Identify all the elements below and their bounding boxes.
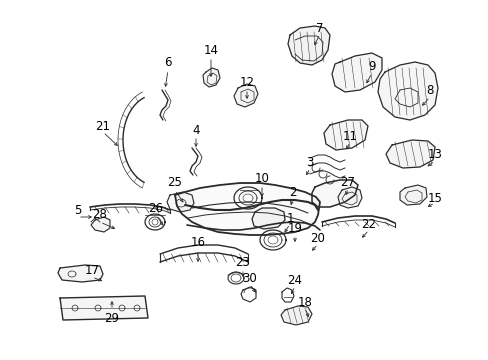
Text: 11: 11 xyxy=(342,130,357,143)
Text: 14: 14 xyxy=(203,44,218,57)
Text: 27: 27 xyxy=(340,175,355,189)
Polygon shape xyxy=(399,185,426,205)
Text: 25: 25 xyxy=(167,176,182,189)
Text: 1: 1 xyxy=(285,211,293,225)
Text: 26: 26 xyxy=(148,202,163,216)
Polygon shape xyxy=(251,208,285,229)
Text: 5: 5 xyxy=(74,204,81,217)
Polygon shape xyxy=(167,192,194,212)
Text: 28: 28 xyxy=(92,208,107,221)
Text: 3: 3 xyxy=(305,156,313,168)
Text: 24: 24 xyxy=(287,274,302,287)
Text: 23: 23 xyxy=(235,256,250,270)
Text: 19: 19 xyxy=(287,221,302,234)
Polygon shape xyxy=(58,265,103,282)
Polygon shape xyxy=(281,306,311,325)
Text: 13: 13 xyxy=(427,148,442,162)
Text: 10: 10 xyxy=(254,171,269,184)
Text: 29: 29 xyxy=(104,311,119,324)
Polygon shape xyxy=(91,217,110,232)
Polygon shape xyxy=(175,183,319,235)
Text: 4: 4 xyxy=(192,123,199,136)
Text: 8: 8 xyxy=(426,85,433,98)
Polygon shape xyxy=(324,120,367,150)
Text: 17: 17 xyxy=(84,265,99,278)
Text: 9: 9 xyxy=(367,60,375,73)
Text: 7: 7 xyxy=(316,22,323,35)
Polygon shape xyxy=(377,62,437,120)
Text: 12: 12 xyxy=(239,77,254,90)
Text: 6: 6 xyxy=(164,57,171,69)
Polygon shape xyxy=(311,180,357,207)
Text: 20: 20 xyxy=(310,231,325,244)
Text: 16: 16 xyxy=(190,237,205,249)
Text: 21: 21 xyxy=(95,120,110,132)
Polygon shape xyxy=(287,26,329,65)
Text: 18: 18 xyxy=(297,296,312,309)
Polygon shape xyxy=(234,84,258,107)
Polygon shape xyxy=(331,53,381,92)
Polygon shape xyxy=(60,296,148,320)
Text: 22: 22 xyxy=(361,219,376,231)
Polygon shape xyxy=(385,140,434,168)
Text: 15: 15 xyxy=(427,192,442,204)
Polygon shape xyxy=(337,187,361,208)
Polygon shape xyxy=(203,68,220,87)
Text: 30: 30 xyxy=(242,271,257,284)
Text: 2: 2 xyxy=(289,185,296,198)
